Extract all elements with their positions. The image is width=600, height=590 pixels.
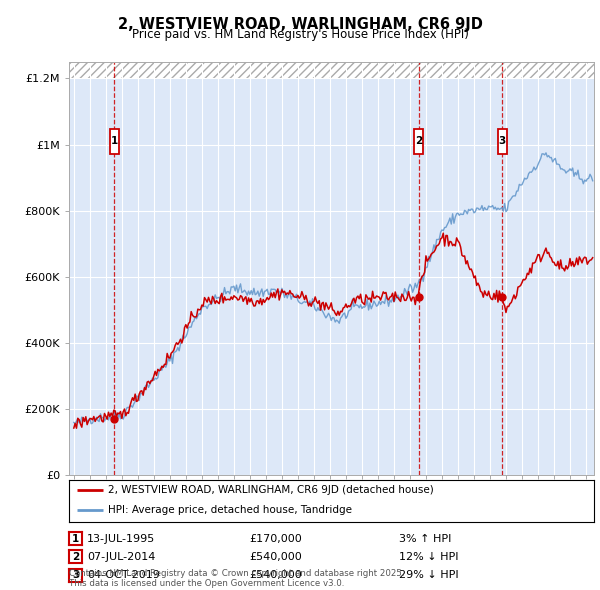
Text: £170,000: £170,000: [249, 534, 302, 543]
Text: 3: 3: [72, 571, 79, 580]
Text: 1: 1: [111, 136, 118, 146]
Text: 13-JUL-1995: 13-JUL-1995: [87, 534, 155, 543]
Text: 29% ↓ HPI: 29% ↓ HPI: [399, 571, 458, 580]
Text: 12% ↓ HPI: 12% ↓ HPI: [399, 552, 458, 562]
Text: 2, WESTVIEW ROAD, WARLINGHAM, CR6 9JD: 2, WESTVIEW ROAD, WARLINGHAM, CR6 9JD: [118, 17, 482, 31]
Text: 07-JUL-2014: 07-JUL-2014: [87, 552, 155, 562]
Text: 2: 2: [415, 136, 422, 146]
Text: 2, WESTVIEW ROAD, WARLINGHAM, CR6 9JD (detached house): 2, WESTVIEW ROAD, WARLINGHAM, CR6 9JD (d…: [109, 486, 434, 495]
FancyBboxPatch shape: [110, 129, 119, 154]
Text: £540,000: £540,000: [249, 552, 302, 562]
FancyBboxPatch shape: [497, 129, 506, 154]
Text: 3: 3: [499, 136, 506, 146]
Text: £540,000: £540,000: [249, 571, 302, 580]
Text: 2: 2: [72, 552, 79, 562]
Text: 1: 1: [72, 534, 79, 543]
Text: HPI: Average price, detached house, Tandridge: HPI: Average price, detached house, Tand…: [109, 505, 352, 515]
Text: 3% ↑ HPI: 3% ↑ HPI: [399, 534, 451, 543]
FancyBboxPatch shape: [414, 129, 423, 154]
Text: Price paid vs. HM Land Registry's House Price Index (HPI): Price paid vs. HM Land Registry's House …: [131, 28, 469, 41]
Text: 04-OCT-2019: 04-OCT-2019: [87, 571, 160, 580]
Text: Contains HM Land Registry data © Crown copyright and database right 2025.
This d: Contains HM Land Registry data © Crown c…: [69, 569, 404, 588]
